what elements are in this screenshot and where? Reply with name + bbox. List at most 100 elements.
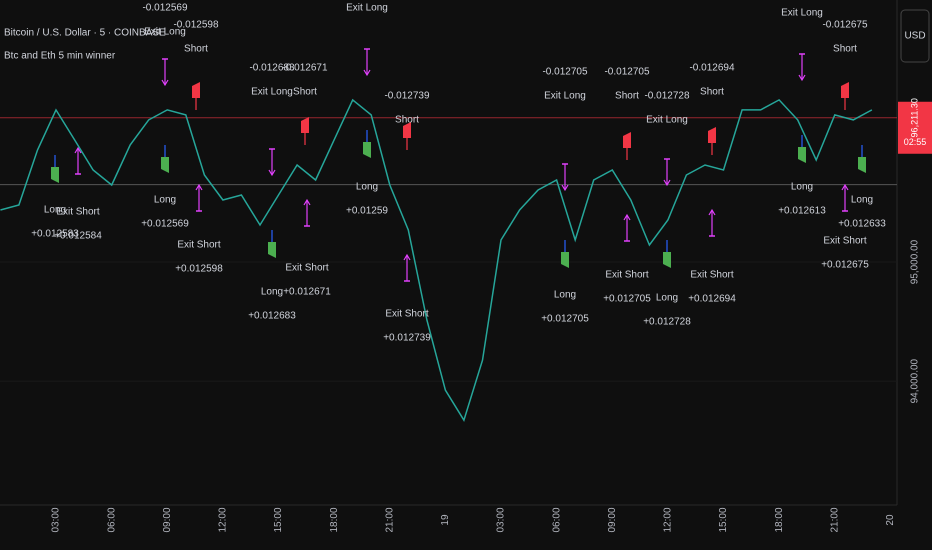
x-tick-label: 18:00 [329, 507, 340, 532]
signal-text: Short [293, 87, 317, 98]
signal-text: Exit Long [346, 3, 388, 14]
exit-arrow-head [708, 208, 716, 216]
signal-arrow-body [858, 157, 866, 173]
signal-text: +0.01259 [346, 206, 388, 217]
signal-text: -0.012683 [249, 63, 294, 74]
x-tick-label: 06:00 [551, 507, 562, 532]
signal-text: +0.012584 [54, 231, 102, 242]
last-price-label: 96,211.30 [909, 98, 919, 137]
chart-title: Bitcoin / U.S. Dollar · 5 · COINBASE [4, 28, 166, 39]
x-tick-label: 19 [440, 514, 451, 526]
signal-arrow-body [301, 117, 309, 133]
price-line [0, 98, 873, 422]
x-tick-label: 09:00 [607, 507, 618, 532]
signal-text: +0.012728 [643, 317, 691, 328]
signal-text: Short [615, 91, 639, 102]
signal-arrow-body [798, 147, 806, 163]
countdown-label: 02:55 [904, 137, 927, 147]
exit-arrow-head [161, 79, 169, 87]
signal-text: -0.012728 [644, 91, 689, 102]
signal-text: Exit Short [385, 309, 429, 320]
x-tick-label: 18:00 [774, 507, 785, 532]
signal-text: Exit Long [544, 91, 586, 102]
signal-text: +0.012739 [383, 333, 431, 344]
x-tick-label: 06:00 [106, 507, 117, 532]
x-tick-label: 03:00 [496, 507, 507, 532]
x-tick-label: 21:00 [384, 507, 395, 532]
x-tick-label: 20 [885, 514, 896, 526]
signal-text: Short [833, 44, 857, 55]
signal-text: -0.012694 [689, 63, 734, 74]
signal-text: +0.012705 [603, 294, 651, 305]
signal-text: Short [184, 44, 208, 55]
signal-arrow-body [268, 242, 276, 258]
x-tick-label: 09:00 [162, 507, 173, 532]
signal-text: Exit Short [285, 263, 329, 274]
signal-arrow-body [561, 252, 569, 268]
signal-text: Short [395, 115, 419, 126]
signal-text: +0.012675 [821, 260, 869, 271]
signal-arrow-body [623, 132, 631, 148]
signal-text: Long [851, 195, 873, 206]
signal-text: +0.012671 [283, 287, 331, 298]
signal-text: -0.012705 [604, 67, 649, 78]
signal-arrow-body [192, 82, 200, 98]
x-tick-label: 15:00 [273, 507, 284, 532]
signal-text: -0.012671 [282, 63, 327, 74]
signal-text: Long [656, 293, 678, 304]
signal-text: -0.012569 [142, 3, 187, 14]
currency-label[interactable]: USD [904, 31, 925, 42]
signal-text: Short [700, 87, 724, 98]
x-tick-label: 15:00 [718, 507, 729, 532]
signal-text: -0.012705 [542, 67, 587, 78]
signal-text: Exit Short [605, 270, 649, 281]
signal-text: Long [261, 287, 283, 298]
x-tick-label: 21:00 [829, 507, 840, 532]
exit-arrow-head [268, 169, 276, 177]
exit-arrow-head [303, 198, 311, 206]
exit-arrow-head [841, 183, 849, 191]
x-tick-label: 12:00 [218, 507, 229, 532]
x-tick-label: 03:00 [51, 507, 62, 532]
signal-text: Long [356, 182, 378, 193]
signal-text: Long [791, 182, 813, 193]
exit-arrow-head [403, 253, 411, 261]
exit-arrow-head [74, 146, 82, 154]
signal-text: Exit Short [690, 270, 734, 281]
signal-arrow-body [841, 82, 849, 98]
signal-arrow-body [663, 252, 671, 268]
signal-text: +0.012613 [778, 206, 826, 217]
signal-text: Exit Long [781, 8, 823, 19]
exit-arrow-head [195, 183, 203, 191]
signal-text: Long [554, 290, 576, 301]
signal-text: Exit Long [144, 27, 186, 38]
signal-text: +0.012633 [838, 219, 886, 230]
currency-button[interactable] [900, 9, 930, 63]
signal-text: Long [154, 195, 176, 206]
exit-arrow-head [663, 179, 671, 187]
exit-arrow-head [623, 213, 631, 221]
exit-arrow-head [561, 184, 569, 192]
signal-text: +0.012569 [141, 219, 189, 230]
signal-arrow-body [403, 122, 411, 138]
signal-text: +0.012683 [248, 311, 296, 322]
signal-text: Exit Long [251, 87, 293, 98]
signal-arrow-body [708, 127, 716, 143]
x-tick-label: 12:00 [663, 507, 674, 532]
signal-text: Exit Long [646, 115, 688, 126]
signal-arrow-body [363, 142, 371, 158]
exit-arrow-head [798, 74, 806, 82]
exit-arrow-head [363, 69, 371, 77]
signal-text: -0.012739 [384, 91, 429, 102]
y-tick-label: 95,000.00 [910, 239, 921, 284]
signal-text: -0.012675 [822, 20, 867, 31]
signal-arrow-body [51, 167, 59, 183]
signal-text: +0.012705 [541, 314, 589, 325]
signal-text: Long [44, 205, 66, 216]
signal-text: -0.012598 [173, 20, 218, 31]
signal-text: +0.012583 [31, 229, 79, 240]
y-tick-label: 94,000.00 [910, 358, 921, 403]
